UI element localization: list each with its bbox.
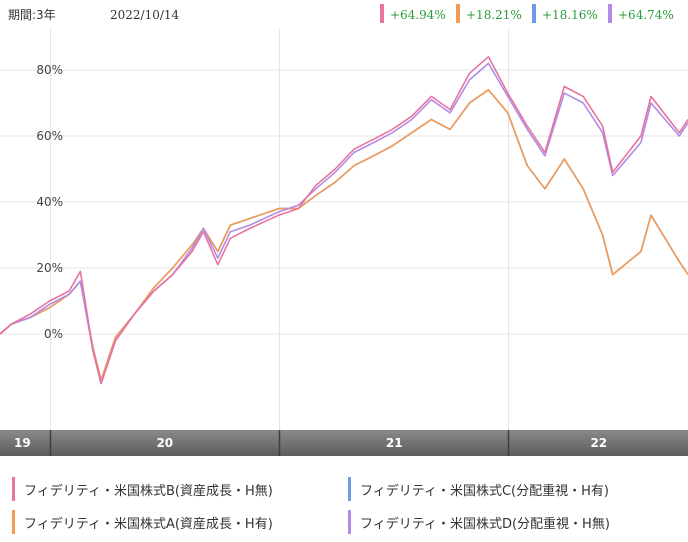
series-line-0 — [0, 55, 688, 385]
plot-background — [0, 0, 688, 430]
legend-item-a[interactable]: フィデリティ・米国株式A(資産成長・H有) — [12, 507, 273, 537]
y-tick-label: 0% — [44, 327, 63, 341]
legend-swatch-c — [348, 477, 351, 501]
date-label: 2022/10/14 — [110, 8, 180, 22]
y-tick-label: 80% — [36, 63, 63, 77]
y-tick-label: 20% — [36, 261, 63, 275]
y-tick-label: 60% — [36, 129, 63, 143]
legend-label-d: フィデリティ・米国株式D(分配重視・H無) — [360, 516, 610, 532]
series-lines — [0, 55, 688, 385]
badge-swatch-2 — [532, 4, 536, 23]
legend-swatch-a — [12, 510, 15, 534]
badge-value-1: +18.21% — [466, 8, 522, 22]
y-axis-labels: 0% 20% 40% 60% 80% — [36, 63, 63, 341]
badge-value-3: +64.74% — [618, 8, 674, 22]
legend-swatch-b — [12, 477, 15, 501]
legend-label-c: フィデリティ・米国株式C(分配重視・H有) — [360, 483, 609, 499]
legend: フィデリティ・米国株式B(資産成長・H無) フィデリティ・米国株式C(分配重視・… — [0, 470, 688, 542]
legend-label-a: フィデリティ・米国株式A(資産成長・H有) — [24, 516, 273, 532]
badge-value-0: +64.94% — [390, 8, 446, 22]
x-tick-label-22: 22 — [590, 436, 607, 450]
legend-item-d[interactable]: フィデリティ・米国株式D(分配重視・H無) — [348, 507, 610, 537]
x-axis-band: 19 20 21 22 — [0, 430, 688, 456]
y-tick-label: 40% — [36, 195, 63, 209]
badge-value-2: +18.16% — [542, 8, 598, 22]
period-label: 期間:3年 — [8, 8, 56, 22]
legend-item-c[interactable]: フィデリティ・米国株式C(分配重視・H有) — [348, 474, 609, 504]
badge-swatch-0 — [380, 4, 384, 23]
x-tick-label-21: 21 — [386, 436, 403, 450]
legend-item-b[interactable]: フィデリティ・米国株式B(資産成長・H無) — [12, 474, 273, 504]
grid — [0, 28, 688, 430]
x-tick-label-20: 20 — [156, 436, 173, 450]
x-tick-label-19: 19 — [14, 436, 31, 450]
badge-swatch-3 — [608, 4, 612, 23]
legend-label-b: フィデリティ・米国株式B(資産成長・H無) — [24, 483, 273, 499]
legend-swatch-d — [348, 510, 351, 534]
chart-canvas: 0% 20% 40% 60% 80% 19 20 21 22 期間:3年 2022/10/14… — [0, 0, 688, 456]
badge-swatch-1 — [456, 4, 460, 23]
x-axis-band-rect — [0, 430, 688, 456]
return-badges: +64.94% +18.21% +18.16% +64.74% — [380, 4, 674, 23]
